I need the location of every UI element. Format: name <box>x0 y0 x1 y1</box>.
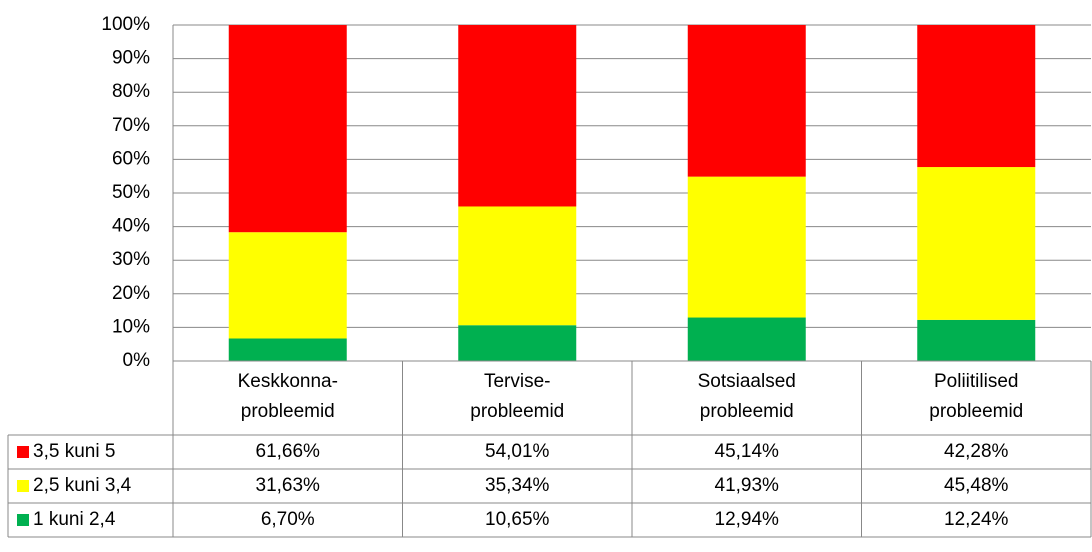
table-value: 35,34% <box>485 475 550 496</box>
category-label: probleemid <box>470 401 564 422</box>
bar-segment <box>458 25 577 207</box>
table-value: 12,24% <box>944 509 1009 530</box>
category-label: Tervise- <box>484 371 551 392</box>
bar-segment <box>917 319 1036 361</box>
category-label: probleemid <box>929 401 1023 422</box>
table-value: 31,63% <box>256 475 321 496</box>
table-value: 54,01% <box>485 441 550 462</box>
y-tick-label: 40% <box>112 216 150 237</box>
table-value: 61,66% <box>256 441 321 462</box>
bar-segment <box>228 338 347 361</box>
table-value: 42,28% <box>944 441 1009 462</box>
y-tick-label: 0% <box>123 350 151 371</box>
table-value: 12,94% <box>715 509 780 530</box>
y-tick-label: 90% <box>112 48 150 69</box>
table-value: 41,93% <box>715 475 780 496</box>
y-tick-label: 50% <box>112 182 150 203</box>
legend-swatch <box>17 446 29 458</box>
bar-segment <box>458 206 577 326</box>
y-tick-label: 80% <box>112 81 150 102</box>
legend-swatch <box>17 514 29 526</box>
category-label: probleemid <box>700 401 794 422</box>
bar-segment <box>687 317 806 361</box>
y-tick-label: 100% <box>101 14 150 35</box>
table-value: 45,14% <box>715 441 780 462</box>
category-label: Poliitilised <box>934 371 1018 392</box>
table-value: 45,48% <box>944 475 1009 496</box>
bar-segment <box>687 176 806 318</box>
y-tick-label: 60% <box>112 148 150 169</box>
bar-segment <box>458 325 577 361</box>
bar-segment <box>917 25 1036 168</box>
table-value: 10,65% <box>485 509 550 530</box>
category-label: Sotsiaalsed <box>698 371 796 392</box>
bar-segment <box>228 25 347 233</box>
y-tick-label: 70% <box>112 115 150 136</box>
y-tick-label: 30% <box>112 249 150 270</box>
y-tick-label: 20% <box>112 283 150 304</box>
category-label: probleemid <box>241 401 335 422</box>
bar-segment <box>687 24 806 177</box>
y-tick-label: 10% <box>112 316 150 337</box>
category-label: Keskkonna- <box>238 371 338 392</box>
legend-label: 1 kuni 2,4 <box>33 509 116 530</box>
table-value: 6,70% <box>261 509 315 530</box>
bar-segment <box>228 232 347 339</box>
legend-label: 3,5 kuni 5 <box>33 441 115 462</box>
legend-label: 2,5 kuni 3,4 <box>33 475 132 496</box>
legend-swatch <box>17 480 29 492</box>
bar-segment <box>917 167 1036 320</box>
